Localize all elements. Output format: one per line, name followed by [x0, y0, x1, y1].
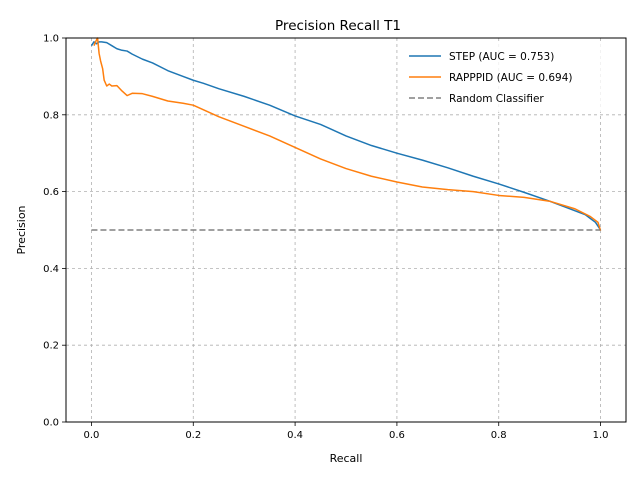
- y-tick-label: 0.6: [43, 187, 59, 198]
- legend-label-rapppid: RAPPPID (AUC = 0.694): [449, 72, 573, 84]
- plot-frame: [65, 37, 627, 423]
- chart-title: Precision Recall T1: [275, 18, 401, 34]
- x-tick-label: 0.0: [84, 430, 100, 441]
- y-tick-label: 0.2: [43, 341, 59, 352]
- axis-ticks: 0.0 0.2 0.4 0.6 0.8 1.0 0.0 0.2 0.4 0.6 0.8 1.0: [43, 34, 608, 442]
- legend-label-step: STEP (AUC = 0.753): [449, 51, 554, 63]
- x-tick-label: 0.8: [491, 430, 507, 441]
- y-tick-label: 0.0: [43, 418, 59, 429]
- y-tick-label: 0.4: [43, 264, 59, 275]
- x-axis-label: Recall: [330, 452, 363, 465]
- y-tick-label: 0.8: [43, 110, 59, 121]
- y-axis-label: Precision: [15, 205, 28, 254]
- legend: STEP (AUC = 0.753) RAPPPID (AUC = 0.694)…: [401, 44, 619, 112]
- y-tick-label: 1.0: [43, 34, 59, 45]
- x-tick-label: 0.4: [287, 430, 303, 441]
- x-tick-label: 1.0: [593, 430, 609, 441]
- series-lines: [90, 37, 602, 231]
- legend-label-random: Random Classifier: [449, 93, 544, 105]
- x-tick-label: 0.6: [389, 430, 405, 441]
- rapppid-series-line: [93, 37, 602, 231]
- x-tick-label: 0.2: [185, 430, 201, 441]
